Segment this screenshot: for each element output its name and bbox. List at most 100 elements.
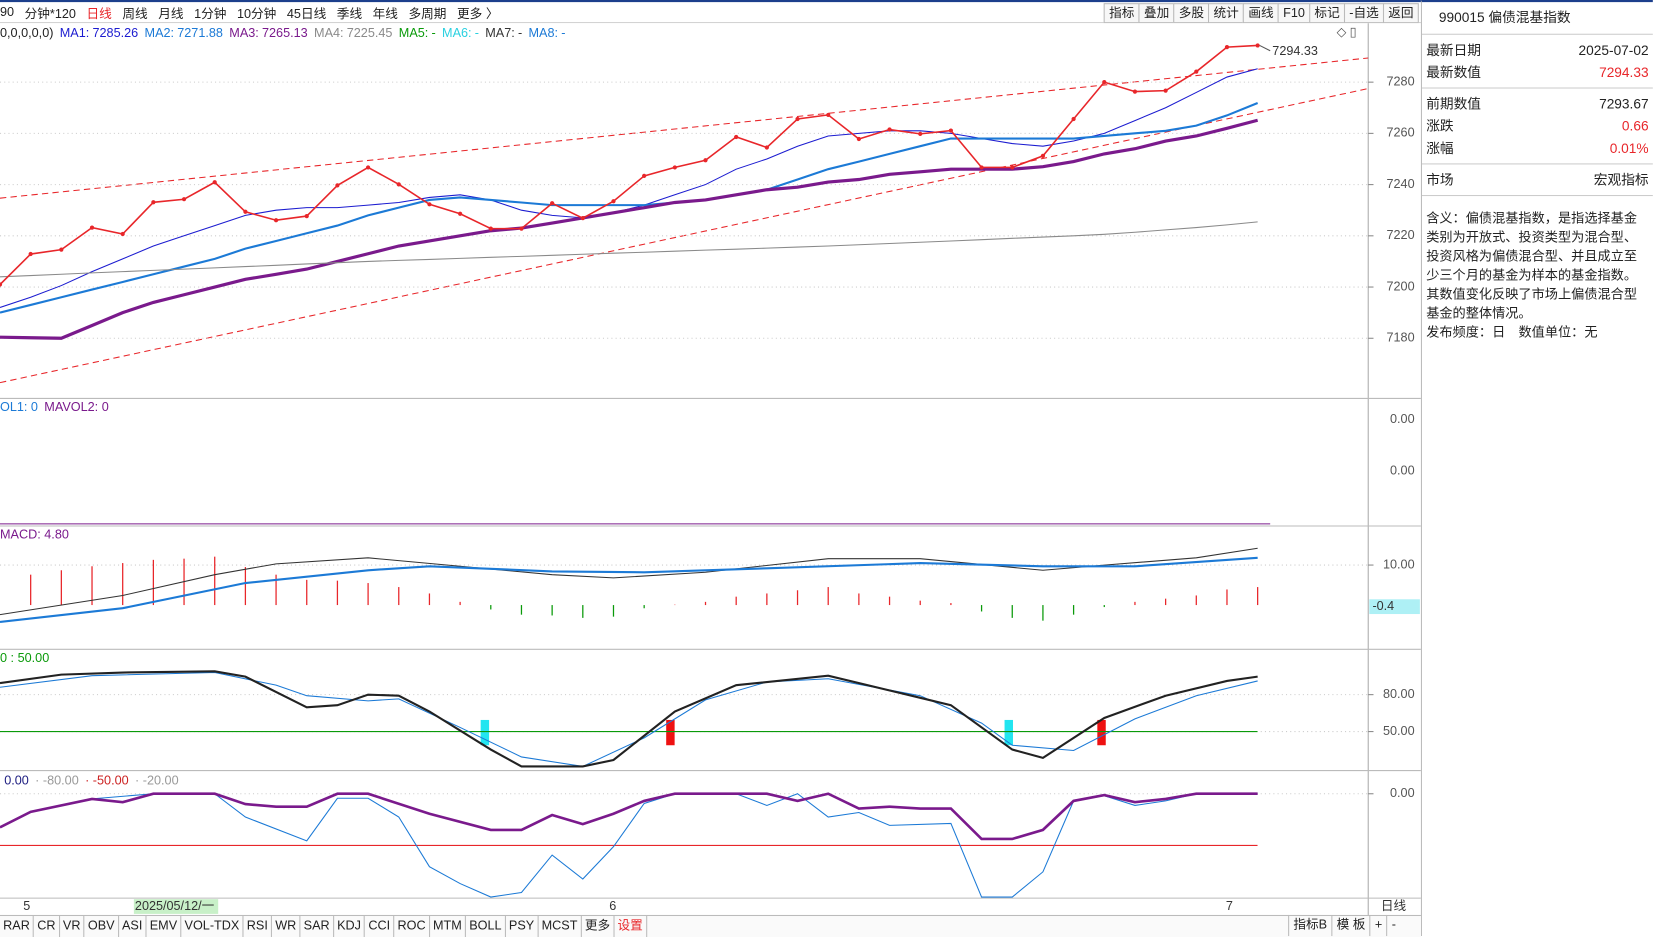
frequency: 发布频度：日 — [1426, 324, 1506, 340]
period-tab[interactable]: 10分钟 — [236, 6, 277, 22]
tool-button[interactable]: -自选 — [1343, 3, 1385, 24]
series-line — [0, 221, 1258, 278]
price-dot — [979, 165, 984, 170]
period-tab[interactable]: 季线 — [336, 6, 363, 22]
signal-mark — [480, 719, 490, 746]
series-line — [0, 102, 1259, 314]
tool-button[interactable]: 返回 — [1382, 3, 1419, 24]
indicator-tab[interactable]: OBV — [85, 916, 119, 937]
meta: 发布频度：日 数值单位：无 — [1426, 323, 1648, 342]
indicator-tab[interactable]: EMV — [147, 916, 182, 937]
info-row: 涨跌 0.66 — [1422, 115, 1653, 137]
indicator-tab[interactable]: BOLL — [466, 916, 506, 937]
value-tag-label: -0.4 — [1372, 599, 1394, 613]
leader — [1259, 44, 1271, 52]
period-tab[interactable]: 45日线 — [286, 6, 327, 22]
price-dot — [488, 226, 493, 231]
price-dot — [28, 251, 33, 257]
price-dot — [458, 211, 463, 216]
tool-button[interactable]: 标记 — [1309, 3, 1346, 24]
legend-item: MA1: 7285.26 — [60, 25, 138, 40]
tool-button[interactable]: 画线 — [1243, 3, 1279, 24]
period-tab[interactable]: 月线 — [158, 6, 184, 22]
y-tick-label: 7240 — [1387, 177, 1415, 191]
tool-button[interactable]: 叠加 — [1138, 3, 1175, 24]
description: 含义：偏债混基指数，是指选择基金类别为开放式、投资类型为混合型、投资风格为偏债混… — [1422, 200, 1653, 350]
indicator-tab[interactable]: KDJ — [334, 916, 366, 937]
main-legend: 0,0,0,0,0) MA1: 7285.26 MA2: 7271.88 MA3: 7265… — [0, 25, 565, 40]
legend-value: - — [474, 25, 479, 41]
period-tab[interactable]: 年线 — [372, 6, 398, 22]
indicator-tab[interactable]: ROC — [394, 916, 430, 937]
macd-legend: MACD: 4.80 — [0, 527, 69, 542]
info-label: 市场 — [1426, 171, 1454, 188]
x-axis-label: 6 — [609, 899, 616, 913]
price-dot — [273, 218, 279, 223]
period-tab[interactable]: 更多 〉 — [457, 6, 499, 22]
period-tab[interactable]: 周线 — [122, 6, 148, 22]
indicator-tab[interactable]: CCI — [365, 916, 395, 937]
info-row: 最新日期 2025-07-02 — [1422, 39, 1653, 61]
tool-button[interactable]: 多股 — [1173, 3, 1210, 24]
period-tab[interactable]: 日线 — [86, 6, 112, 22]
indicator-tab[interactable]: 更多 — [582, 916, 615, 937]
price-dot — [550, 201, 555, 206]
y-tick-label: 7280 — [1387, 74, 1415, 88]
y-tick-label: 0.00 — [1390, 412, 1415, 426]
legend-name: MA2: — [144, 25, 175, 41]
series-line — [0, 44, 1258, 286]
bottom-buttons: 指标B 模 板 + - — [1288, 914, 1401, 937]
price-dot — [611, 199, 616, 204]
price-dot — [181, 197, 187, 202]
indicator-tab[interactable]: MTM — [430, 916, 467, 937]
period-tab[interactable]: 多周期 — [408, 6, 447, 22]
period-label: 日线 — [1381, 899, 1407, 913]
legend-item: MA8: - — [528, 25, 565, 40]
legend-text: 0,0,0,0,0) — [0, 25, 54, 41]
indicator-tab[interactable]: SAR — [301, 916, 334, 937]
period-tab[interactable]: 分钟*120 — [24, 6, 76, 22]
separator — [1421, 163, 1653, 165]
legend-name: MA7: — [485, 25, 515, 41]
info-value: 宏观指标 — [1593, 171, 1649, 188]
tool-buttons: 指标 叠加 多股 统计 画线 F10 标记 -自选 返回 — [1103, 3, 1419, 24]
separator — [1421, 87, 1653, 89]
period-tab[interactable]: 1分钟 — [194, 6, 227, 22]
info-rows: 最新日期 2025-07-02 最新数值 7294.33 前期数值 7293.67 涨跌 0.… — [1421, 35, 1653, 197]
indicator-tab[interactable]: CR — [34, 916, 60, 937]
y-tick-label: 7200 — [1387, 279, 1415, 293]
price-dot — [396, 182, 401, 187]
info-value: 7293.67 — [1599, 95, 1649, 112]
series-line — [0, 671, 1258, 767]
indicator-tab[interactable]: RAR — [0, 916, 35, 937]
price-dot — [1040, 153, 1046, 159]
indicator-tab[interactable]: RSI — [244, 916, 273, 937]
indicator-tab[interactable]: WR — [272, 916, 301, 937]
icon[interactable]: ◇ ▯ — [1337, 25, 1357, 39]
tool-button[interactable]: 统计 — [1208, 3, 1245, 24]
indicator-tab[interactable]: MCST — [538, 916, 582, 937]
price-dot — [672, 165, 677, 170]
indicator-tab[interactable]: VOL-TDX — [181, 916, 244, 937]
legend-value: - — [561, 25, 566, 41]
indicator-tab[interactable]: VR — [60, 916, 85, 937]
bottom-button[interactable]: + — [1369, 914, 1387, 937]
legend-item: MA2: 7271.88 — [145, 25, 223, 40]
x-axis-label: 5 — [23, 899, 30, 913]
indicator-tab[interactable]: ASI — [119, 916, 147, 937]
info-value: 0.66 — [1621, 118, 1649, 134]
series-line — [0, 556, 1258, 623]
bottom-button[interactable]: 指标B — [1288, 914, 1331, 937]
period-tab[interactable]: 90 — [0, 4, 15, 19]
bottom-button[interactable]: 模 板 — [1331, 914, 1369, 937]
legend-text: 0.00 — [4, 772, 29, 788]
info-row: 前期数值 7293.67 — [1422, 93, 1653, 115]
indicator-tab[interactable]: PSY — [506, 916, 539, 937]
series-line — [0, 793, 1258, 898]
bottom-button[interactable]: - — [1386, 914, 1401, 937]
indicator-tab[interactable]: 设置 — [614, 916, 648, 937]
tool-button[interactable]: F10 — [1277, 3, 1311, 24]
price-dot — [856, 136, 861, 142]
legend-name: MA5: — [398, 25, 429, 41]
